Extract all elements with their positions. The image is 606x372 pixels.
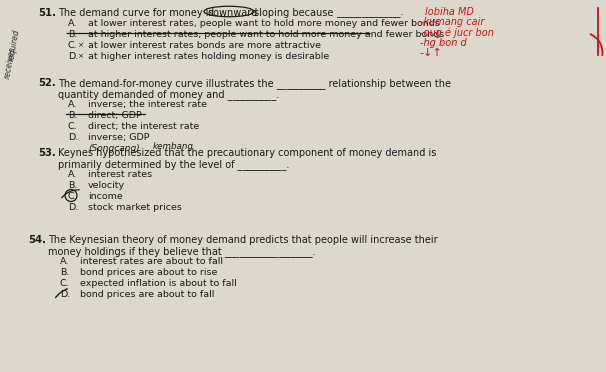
- Text: bond prices are about to fall: bond prices are about to fall: [80, 290, 215, 299]
- Text: 51.: 51.: [38, 8, 56, 18]
- Text: _____________.: _____________.: [334, 8, 404, 18]
- Text: income: income: [88, 192, 123, 201]
- Text: velocity: velocity: [88, 181, 125, 190]
- Text: expected inflation is about to fall: expected inflation is about to fall: [80, 279, 237, 288]
- Text: direct; the interest rate: direct; the interest rate: [88, 122, 199, 131]
- Text: at lower interest rates bonds are more attractive: at lower interest rates bonds are more a…: [88, 41, 321, 50]
- Text: 54.: 54.: [28, 235, 46, 245]
- Text: B.: B.: [60, 268, 69, 277]
- Text: at higher interest rates, people want to hold more money and fewer bonds: at higher interest rates, people want to…: [88, 30, 444, 39]
- Text: D.: D.: [68, 133, 78, 142]
- Text: Keynes hypothesized that the precautionary component of money demand is: Keynes hypothesized that the precautiona…: [58, 148, 436, 158]
- Text: receives: receives: [3, 46, 18, 79]
- Text: C.: C.: [60, 279, 70, 288]
- Text: B.: B.: [68, 30, 78, 39]
- Text: interest rates: interest rates: [88, 170, 152, 179]
- Text: -kumang cair: -kumang cair: [420, 17, 484, 27]
- Text: -oug é jucr bon: -oug é jucr bon: [420, 27, 494, 38]
- Text: D.: D.: [68, 203, 78, 212]
- Text: direct; GDP: direct; GDP: [88, 111, 142, 120]
- Text: -↓↑: -↓↑: [420, 48, 443, 58]
- Text: The demand curve for money is: The demand curve for money is: [58, 8, 217, 18]
- Text: money holdings if they believe that __________________.: money holdings if they believe that ____…: [48, 246, 316, 257]
- Text: lobiha MD: lobiha MD: [425, 7, 474, 17]
- Text: 53.: 53.: [38, 148, 56, 158]
- Text: C.: C.: [68, 122, 78, 131]
- Text: A.: A.: [68, 100, 78, 109]
- Text: -hg bon d: -hg bon d: [420, 38, 467, 48]
- Text: at lower interest rates, people want to hold more money and fewer bonds: at lower interest rates, people want to …: [88, 19, 440, 28]
- Text: C.: C.: [68, 41, 78, 50]
- Text: inverse; GDP: inverse; GDP: [88, 133, 150, 142]
- Text: C.: C.: [68, 192, 78, 201]
- Text: kembang: kembang: [153, 142, 194, 151]
- Text: (Songcang): (Songcang): [88, 144, 140, 153]
- Text: bond prices are about to rise: bond prices are about to rise: [80, 268, 218, 277]
- Text: A.: A.: [60, 257, 69, 266]
- Text: stock market prices: stock market prices: [88, 203, 182, 212]
- Text: sloping because: sloping because: [251, 8, 333, 18]
- Text: required: required: [7, 28, 21, 62]
- Text: A.: A.: [68, 19, 78, 28]
- Text: B.: B.: [68, 111, 78, 120]
- Text: inverse; the interest rate: inverse; the interest rate: [88, 100, 207, 109]
- Text: downward: downward: [207, 8, 258, 18]
- Text: at higher interest rates holding money is desirable: at higher interest rates holding money i…: [88, 52, 329, 61]
- Text: ×: ×: [78, 42, 84, 48]
- Text: primarily determined by the level of __________.: primarily determined by the level of ___…: [58, 159, 290, 170]
- Text: D.: D.: [68, 52, 78, 61]
- Text: quantity demanded of money and __________.: quantity demanded of money and _________…: [58, 89, 279, 100]
- Text: 52.: 52.: [38, 78, 56, 88]
- Text: ×: ×: [78, 53, 84, 59]
- Text: interest rates are about to fall: interest rates are about to fall: [80, 257, 223, 266]
- Text: A.: A.: [68, 170, 78, 179]
- Text: D.: D.: [60, 290, 70, 299]
- Text: B.: B.: [68, 181, 78, 190]
- Text: The Keynesian theory of money demand predicts that people will increase their: The Keynesian theory of money demand pre…: [48, 235, 438, 245]
- Text: The demand-for-money curve illustrates the __________ relationship between the: The demand-for-money curve illustrates t…: [58, 78, 451, 89]
